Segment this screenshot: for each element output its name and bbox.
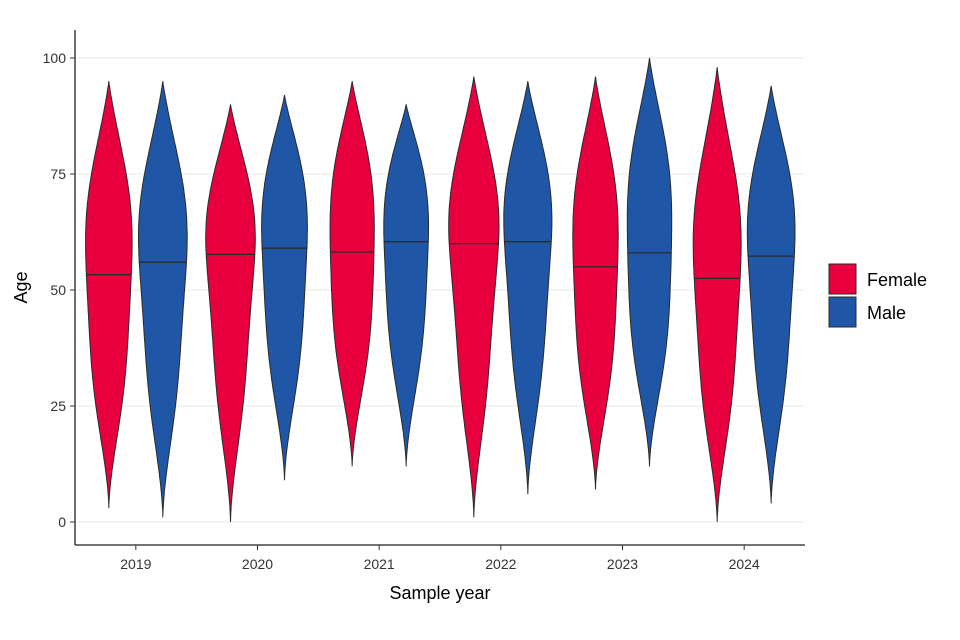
violin-male-2020 [261, 95, 308, 481]
gridlines [75, 57, 805, 523]
y-tick-label: 50 [50, 282, 66, 298]
legend-label-female: Female [867, 270, 927, 290]
violin-female-2023 [572, 76, 619, 490]
x-tick-label: 2023 [607, 556, 638, 572]
y-axis-ticks: 0 25 50 75 100 [43, 50, 75, 530]
legend-swatch-female [828, 263, 857, 295]
y-tick-label: 75 [50, 166, 66, 182]
x-axis-title: Sample year [389, 583, 490, 603]
violin-female-2019 [85, 81, 133, 509]
y-axis-title: Age [11, 271, 31, 303]
legend-label-male: Male [867, 303, 906, 323]
y-tick-label: 25 [50, 398, 66, 414]
violin-female-2024 [692, 67, 742, 523]
y-tick-label: 0 [58, 514, 66, 530]
violin-male-2019 [138, 81, 188, 518]
violin-male-2022 [503, 81, 553, 495]
x-tick-label: 2019 [120, 556, 151, 572]
violin-male-2021 [383, 104, 430, 467]
y-tick-label: 100 [43, 50, 67, 66]
violin-male-2023 [626, 57, 673, 467]
x-tick-label: 2024 [729, 556, 760, 572]
legend-swatch-male [828, 296, 857, 328]
x-tick-label: 2020 [242, 556, 273, 572]
violin-female-2022 [448, 76, 500, 518]
x-tick-label: 2022 [485, 556, 516, 572]
violin-female-2020 [205, 104, 256, 523]
x-tick-label: 2021 [364, 556, 395, 572]
x-axis-ticks: 2019 2020 2021 2022 2023 2024 [120, 545, 760, 572]
axes [74, 30, 805, 546]
violin-male-2024 [746, 85, 796, 504]
legend: Female Male [828, 263, 927, 328]
violin-female-2021 [329, 81, 375, 467]
violins [85, 57, 796, 523]
